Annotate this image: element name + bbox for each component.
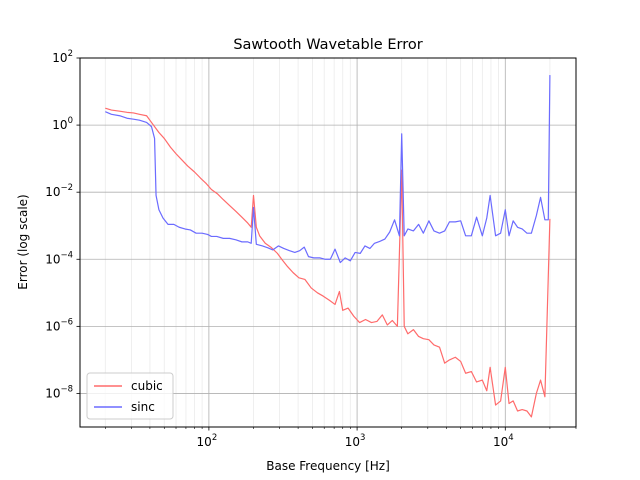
series-line-sinc (105, 75, 551, 264)
x-tick-label: 104 (493, 433, 514, 449)
legend-label-cubic: cubic (131, 379, 163, 393)
y-tick-label: 10−4 (45, 250, 73, 266)
x-tick-label: 102 (197, 433, 218, 449)
y-axis-title: Error (log scale) (16, 194, 30, 289)
y-tick-label: 10−6 (45, 317, 73, 333)
series-line-cubic (105, 107, 551, 418)
y-tick-label: 10−8 (45, 384, 73, 400)
y-tick-label: 10−2 (45, 183, 73, 199)
legend: cubic sinc (86, 372, 174, 420)
y-tick-label: 100 (52, 116, 73, 132)
y-axis-ticks: 10−8 10−6 10−4 10−2 100 102 (45, 49, 80, 400)
plot-frame (79, 57, 577, 428)
x-axis-ticks: 102 103 104 (104, 427, 577, 449)
chart-title: Sawtooth Wavetable Error (233, 37, 422, 53)
y-tick-label: 102 (52, 49, 73, 65)
x-tick-label: 103 (345, 433, 366, 449)
series-layer (105, 75, 551, 418)
legend-label-sinc: sinc (131, 400, 155, 414)
x-axis-title: Base Frequency [Hz] (266, 459, 390, 473)
